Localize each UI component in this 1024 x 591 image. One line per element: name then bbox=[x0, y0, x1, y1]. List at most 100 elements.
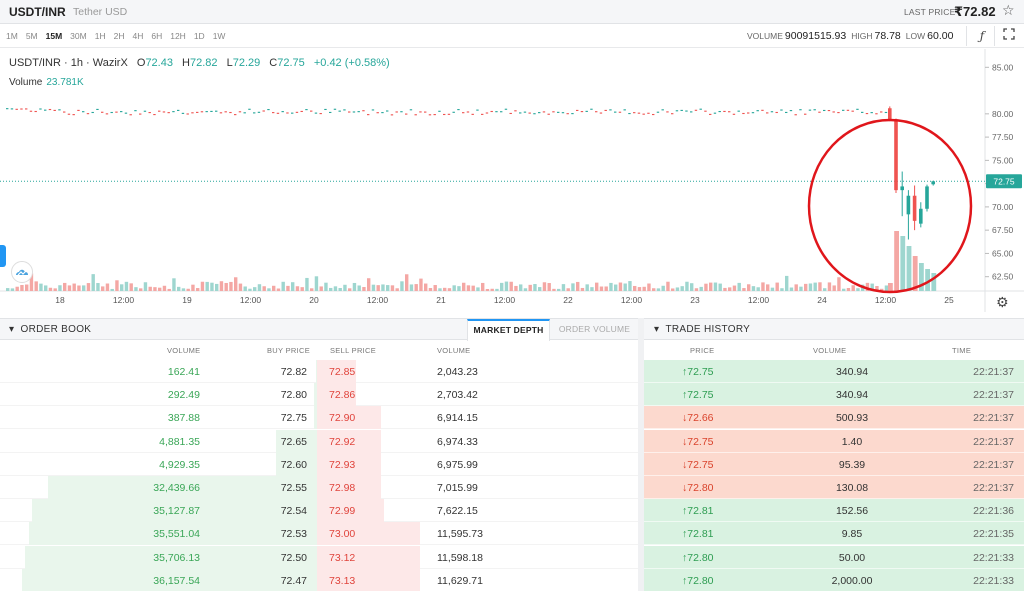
buy-price[interactable]: 72.75 bbox=[280, 412, 307, 425]
order-book-row[interactable]: 292.49 72.80 72.86 2,703.42 bbox=[0, 383, 638, 407]
volume-bar bbox=[652, 288, 656, 291]
order-book-row[interactable]: 4,929.35 72.60 72.93 6,975.99 bbox=[0, 452, 638, 476]
sell-depth-bar bbox=[317, 545, 420, 569]
tab-market-depth[interactable]: MARKET DEPTH bbox=[467, 319, 550, 341]
order-book-row[interactable]: 35,706.13 72.50 73.12 11,598.18 bbox=[0, 545, 638, 569]
volume-legend: Volume 23.781K bbox=[9, 77, 84, 88]
interval-2h[interactable]: 2H bbox=[113, 31, 125, 41]
ob-col-sell-volume: VOLUME bbox=[437, 346, 471, 355]
x-tick-label: 22 bbox=[563, 295, 573, 305]
interval-1h[interactable]: 1H bbox=[94, 31, 106, 41]
trade-history-title[interactable]: ▾ TRADE HISTORY bbox=[654, 324, 751, 335]
candle-down bbox=[196, 111, 199, 113]
chart-canvas[interactable]: 85.0080.0077.5075.0072.5070.0067.5065.00… bbox=[0, 49, 1024, 312]
candle-up bbox=[6, 108, 9, 110]
trade-volume: 130.08 bbox=[835, 482, 869, 494]
volume-bar bbox=[409, 284, 414, 291]
indicator-fx-icon[interactable]: ƒ bbox=[979, 29, 985, 43]
candle-up bbox=[305, 109, 308, 111]
buy-price[interactable]: 72.50 bbox=[280, 551, 307, 564]
volume-bar bbox=[314, 276, 319, 291]
volume-bar bbox=[276, 288, 281, 291]
sell-price[interactable]: 73.00 bbox=[329, 528, 356, 541]
sell-price[interactable]: 72.99 bbox=[329, 505, 356, 518]
sell-price[interactable]: 72.85 bbox=[329, 366, 356, 378]
interval-12h[interactable]: 12H bbox=[170, 31, 186, 41]
buy-price[interactable]: 72.60 bbox=[280, 458, 307, 471]
interval-30m[interactable]: 30M bbox=[70, 31, 87, 41]
candle-up bbox=[333, 108, 337, 110]
volume-bar bbox=[158, 287, 162, 291]
volume-bar bbox=[63, 282, 67, 291]
order-book-row[interactable]: 35,551.04 72.53 73.00 11,595.73 bbox=[0, 522, 638, 546]
volume-bar bbox=[248, 288, 252, 291]
candle-down bbox=[912, 195, 917, 221]
interval-1m[interactable]: 1M bbox=[6, 31, 18, 41]
order-book-title[interactable]: ▾ ORDER BOOK bbox=[9, 324, 92, 335]
volume-bar bbox=[609, 282, 613, 291]
candle-down bbox=[153, 114, 156, 116]
candle-up bbox=[91, 111, 94, 114]
favorite-star-icon[interactable]: ☆ bbox=[1002, 2, 1015, 18]
order-book-row[interactable]: 162.41 72.82 72.85 2,043.23 bbox=[0, 360, 638, 383]
sell-price[interactable]: 73.12 bbox=[329, 551, 356, 564]
sell-price[interactable]: 72.93 bbox=[329, 458, 356, 471]
chart-settings-gear-icon[interactable]: ⚙ bbox=[996, 295, 1009, 311]
volume-bar bbox=[485, 288, 490, 291]
volume-bar bbox=[557, 288, 561, 291]
sell-price[interactable]: 72.98 bbox=[329, 482, 356, 494]
candle-up bbox=[690, 111, 693, 113]
legend-high: 72.82 bbox=[189, 57, 218, 69]
candle-down bbox=[888, 108, 892, 120]
candle-up bbox=[870, 112, 873, 114]
volume-bar bbox=[552, 288, 556, 291]
interval-15m[interactable]: 15M bbox=[45, 31, 63, 41]
interval-6h[interactable]: 6H bbox=[151, 31, 163, 41]
volume-bar bbox=[395, 288, 399, 291]
volume-bar bbox=[15, 286, 19, 291]
buy-price[interactable]: 72.82 bbox=[280, 366, 307, 378]
candle-up bbox=[856, 108, 859, 110]
order-book-row[interactable]: 32,439.66 72.55 72.98 7,015.99 bbox=[0, 476, 638, 499]
legend-symbol: USDT/INR bbox=[9, 57, 61, 69]
volume-bar bbox=[680, 286, 684, 291]
side-panel-toggle[interactable] bbox=[0, 245, 6, 267]
buy-price[interactable]: 72.53 bbox=[280, 528, 307, 541]
candle-up bbox=[780, 109, 783, 111]
buy-price[interactable]: 72.55 bbox=[280, 482, 307, 494]
pair-symbol[interactable]: USDT/INR bbox=[9, 5, 66, 19]
buy-price[interactable]: 72.54 bbox=[280, 505, 307, 518]
x-tick-label: 25 bbox=[944, 295, 954, 305]
interval-1d[interactable]: 1D bbox=[193, 31, 205, 41]
order-book-row[interactable]: 387.88 72.75 72.90 6,914.15 bbox=[0, 406, 638, 430]
fullscreen-icon[interactable] bbox=[1000, 27, 1018, 45]
sell-price[interactable]: 72.86 bbox=[329, 389, 356, 402]
candle-down bbox=[34, 110, 37, 113]
price-chart[interactable]: 85.0080.0077.5075.0072.5070.0067.5065.00… bbox=[0, 49, 1024, 312]
volume-bar bbox=[642, 286, 646, 291]
sell-price[interactable]: 72.92 bbox=[329, 435, 356, 448]
sell-price[interactable]: 72.90 bbox=[329, 412, 356, 425]
trade-price: ↓72.75 bbox=[682, 458, 714, 471]
tab-order-volume[interactable]: ORDER VOLUME bbox=[558, 324, 631, 334]
buy-price[interactable]: 72.80 bbox=[280, 389, 307, 402]
interval-4h[interactable]: 4H bbox=[132, 31, 144, 41]
buy-volume: 387.88 bbox=[167, 412, 200, 425]
candle-up bbox=[685, 110, 688, 112]
volume-bar bbox=[925, 269, 930, 291]
order-book-row[interactable]: 4,881.35 72.65 72.92 6,974.33 bbox=[0, 429, 638, 453]
buy-price[interactable]: 72.47 bbox=[280, 574, 307, 587]
volume-bar bbox=[504, 281, 509, 291]
tradingview-logo-icon[interactable] bbox=[11, 261, 33, 283]
interval-5m[interactable]: 5M bbox=[25, 31, 38, 41]
sell-volume: 11,629.71 bbox=[437, 574, 483, 587]
order-book-row[interactable]: 35,127.87 72.54 72.99 7,622.15 bbox=[0, 499, 638, 523]
candle-down bbox=[158, 110, 161, 112]
sell-price[interactable]: 73.13 bbox=[329, 574, 356, 587]
candle-up bbox=[519, 112, 522, 114]
buy-price[interactable]: 72.65 bbox=[280, 435, 307, 448]
candle-down bbox=[604, 109, 607, 111]
interval-1w[interactable]: 1W bbox=[212, 31, 226, 41]
trade-price: ↑72.75 bbox=[682, 389, 714, 402]
order-book-row[interactable]: 36,157.54 72.47 73.13 11,629.71 bbox=[0, 568, 638, 591]
